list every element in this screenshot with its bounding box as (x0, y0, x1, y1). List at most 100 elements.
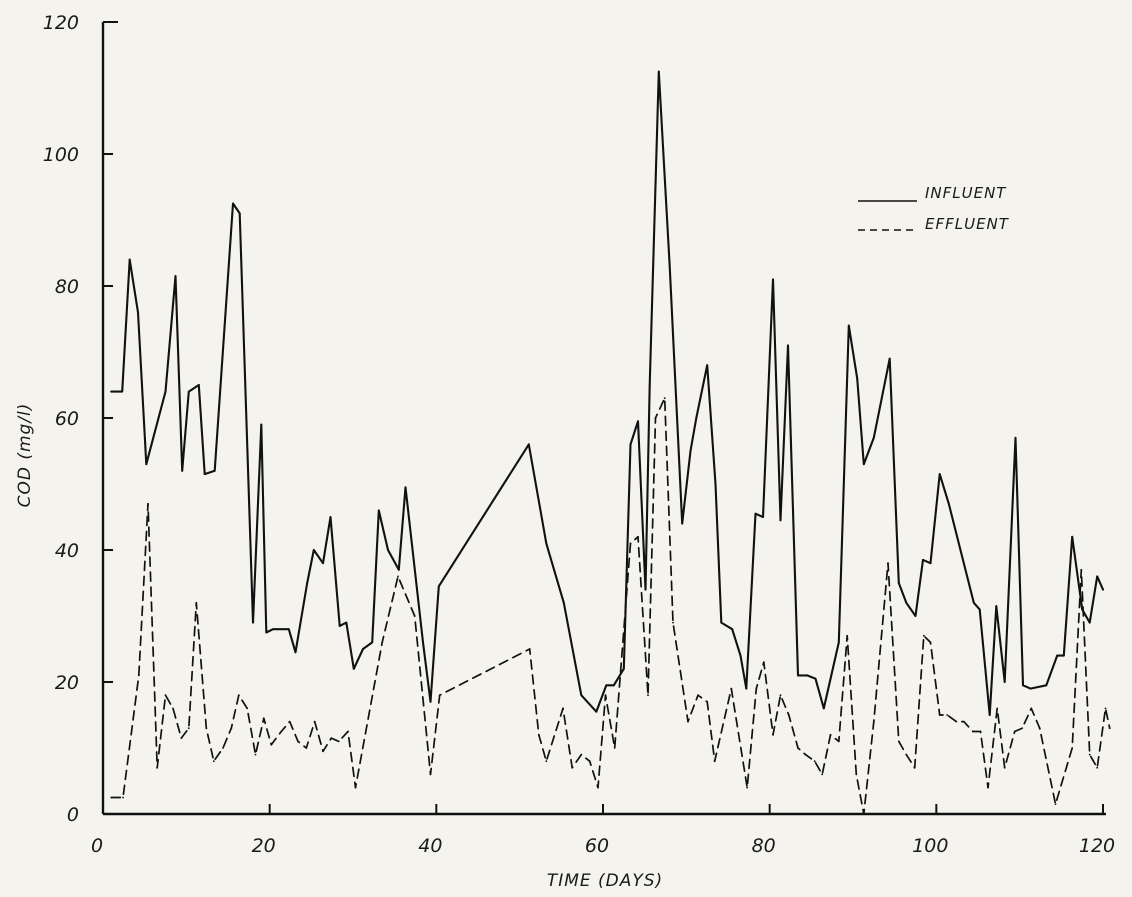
effluent-data-point (1108, 727, 1111, 730)
influent-data-point (1102, 588, 1104, 591)
influent-data-point (787, 344, 789, 347)
influent-data-point (648, 384, 651, 386)
effluent-data-point (262, 717, 265, 720)
effluent-data-point (706, 700, 709, 703)
effluent-data-point (1003, 766, 1006, 769)
influent-data-point (294, 651, 297, 654)
effluent-data-point (837, 740, 840, 743)
effluent-data-point (862, 813, 865, 815)
influent-data-point (1056, 654, 1059, 657)
influent-data-point (814, 677, 817, 680)
x-tick-label: 100 (912, 835, 948, 857)
effluent-data-point (1013, 730, 1016, 733)
effluent-data-point (637, 535, 639, 538)
effluent-data-point (254, 753, 257, 756)
effluent-data-point (347, 730, 349, 733)
influent-data-point (203, 473, 206, 475)
effluent-data-point (528, 648, 531, 650)
effluent-data-point (929, 641, 932, 644)
influent-data-point (265, 631, 268, 634)
influent-data-point (437, 585, 440, 588)
effluent-data-point (237, 694, 240, 697)
effluent-data-point (905, 753, 908, 756)
influent-data-point (422, 641, 424, 644)
influent-data-point (822, 707, 825, 710)
legend-influent-label: INFLUENT (925, 184, 1007, 202)
influent-data-point (779, 519, 782, 522)
effluent-data-point (270, 743, 273, 746)
effluent-data-point (413, 615, 416, 617)
influent-data-point (1071, 535, 1074, 538)
influent-data-point (338, 625, 341, 627)
influent-data-point (329, 516, 332, 518)
influent-data-point (731, 628, 734, 631)
axes (101, 21, 1106, 816)
influent-data-point (681, 522, 684, 525)
influent-data-point (897, 582, 900, 584)
effluent-data-point (205, 727, 208, 730)
ticks: 0 20 40 60 80 100 120 0 20 40 60 80 100 120 (43, 12, 1115, 857)
x-axis-label: TIME (DAYS) (547, 871, 663, 891)
influent-data-point (689, 450, 692, 452)
influent-data-point (197, 384, 200, 386)
influent-data-point (914, 615, 917, 617)
influent-data-point (938, 473, 941, 475)
influent-data-point (695, 417, 698, 419)
influent-data-point (745, 687, 748, 690)
influent-data-point (387, 549, 389, 551)
effluent-data-point (946, 714, 949, 716)
effluent-data-point (996, 707, 999, 710)
influent-data-point (905, 601, 908, 604)
effluent-data-point (672, 621, 674, 624)
influent-data-point (213, 469, 216, 472)
effluent-data-point (438, 694, 441, 697)
influent-data-point (1022, 684, 1024, 687)
effluent-data-point (1071, 747, 1074, 749)
x-tick-label: 120 (1079, 835, 1115, 857)
influent-data-point (252, 621, 254, 624)
influent-data-point (762, 516, 764, 518)
influent-data-point (404, 486, 407, 489)
influent-data-point (612, 684, 615, 687)
influent-data-point (847, 324, 850, 327)
influent-data-point (110, 390, 113, 393)
x-tick-label: 40 (418, 835, 442, 857)
influent-data-point (637, 420, 639, 423)
effluent-data-point (938, 714, 941, 716)
influent-data-point (174, 275, 177, 277)
influent-data-point (714, 483, 717, 485)
effluent-data-point (846, 634, 849, 637)
influent-data-point (629, 443, 632, 446)
effluent-data-point (987, 786, 989, 789)
effluent-data-point (545, 760, 548, 763)
effluent-data-point (1088, 753, 1091, 756)
y-tick-label: 80 (55, 276, 79, 298)
effluent-data-point (580, 753, 583, 756)
effluent-data-point (604, 694, 607, 697)
influent-data-point (720, 621, 723, 624)
influent-data-point (580, 694, 583, 697)
influent-data-point (947, 502, 950, 505)
effluent-data-point (663, 397, 666, 400)
effluent-data-point (164, 694, 167, 697)
effluent-data-point (779, 694, 782, 697)
influent-data-point (622, 667, 625, 670)
influent-data-point (121, 390, 124, 393)
y-tick-label: 120 (43, 12, 79, 34)
influent-data-point (429, 700, 432, 703)
influent-data-point (772, 278, 774, 281)
influent-data-point (644, 588, 647, 591)
effluent-data-point (337, 740, 340, 743)
effluent-data-point (571, 766, 574, 769)
influent-data-point (972, 601, 975, 604)
y-tick-label: 20 (55, 672, 79, 694)
influent-data-point (888, 357, 891, 360)
influent-data-point (181, 469, 184, 472)
effluent-data-point (762, 661, 765, 664)
influent-data-point (137, 311, 139, 314)
effluent-data-point (1054, 803, 1057, 805)
effluent-data-point (172, 707, 174, 710)
influent-data-point (922, 559, 924, 561)
y-axis-label: COD (mg/l) (15, 403, 35, 508)
